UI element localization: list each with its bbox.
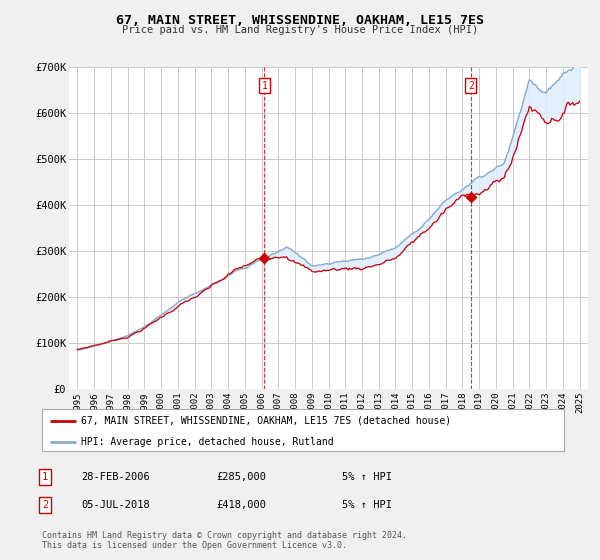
Text: 1: 1 <box>262 81 268 91</box>
Text: Price paid vs. HM Land Registry's House Price Index (HPI): Price paid vs. HM Land Registry's House … <box>122 25 478 35</box>
Text: £418,000: £418,000 <box>216 500 266 510</box>
Text: 5% ↑ HPI: 5% ↑ HPI <box>342 500 392 510</box>
Text: 5% ↑ HPI: 5% ↑ HPI <box>342 472 392 482</box>
Text: 67, MAIN STREET, WHISSENDINE, OAKHAM, LE15 7ES (detached house): 67, MAIN STREET, WHISSENDINE, OAKHAM, LE… <box>81 416 451 426</box>
Text: 1: 1 <box>42 472 48 482</box>
Text: 2: 2 <box>468 81 474 91</box>
Text: HPI: Average price, detached house, Rutland: HPI: Average price, detached house, Rutl… <box>81 437 334 446</box>
Text: Contains HM Land Registry data © Crown copyright and database right 2024.
This d: Contains HM Land Registry data © Crown c… <box>42 531 407 550</box>
Text: 05-JUL-2018: 05-JUL-2018 <box>81 500 150 510</box>
Text: 28-FEB-2006: 28-FEB-2006 <box>81 472 150 482</box>
Text: 2: 2 <box>42 500 48 510</box>
Text: 67, MAIN STREET, WHISSENDINE, OAKHAM, LE15 7ES: 67, MAIN STREET, WHISSENDINE, OAKHAM, LE… <box>116 14 484 27</box>
Text: £285,000: £285,000 <box>216 472 266 482</box>
